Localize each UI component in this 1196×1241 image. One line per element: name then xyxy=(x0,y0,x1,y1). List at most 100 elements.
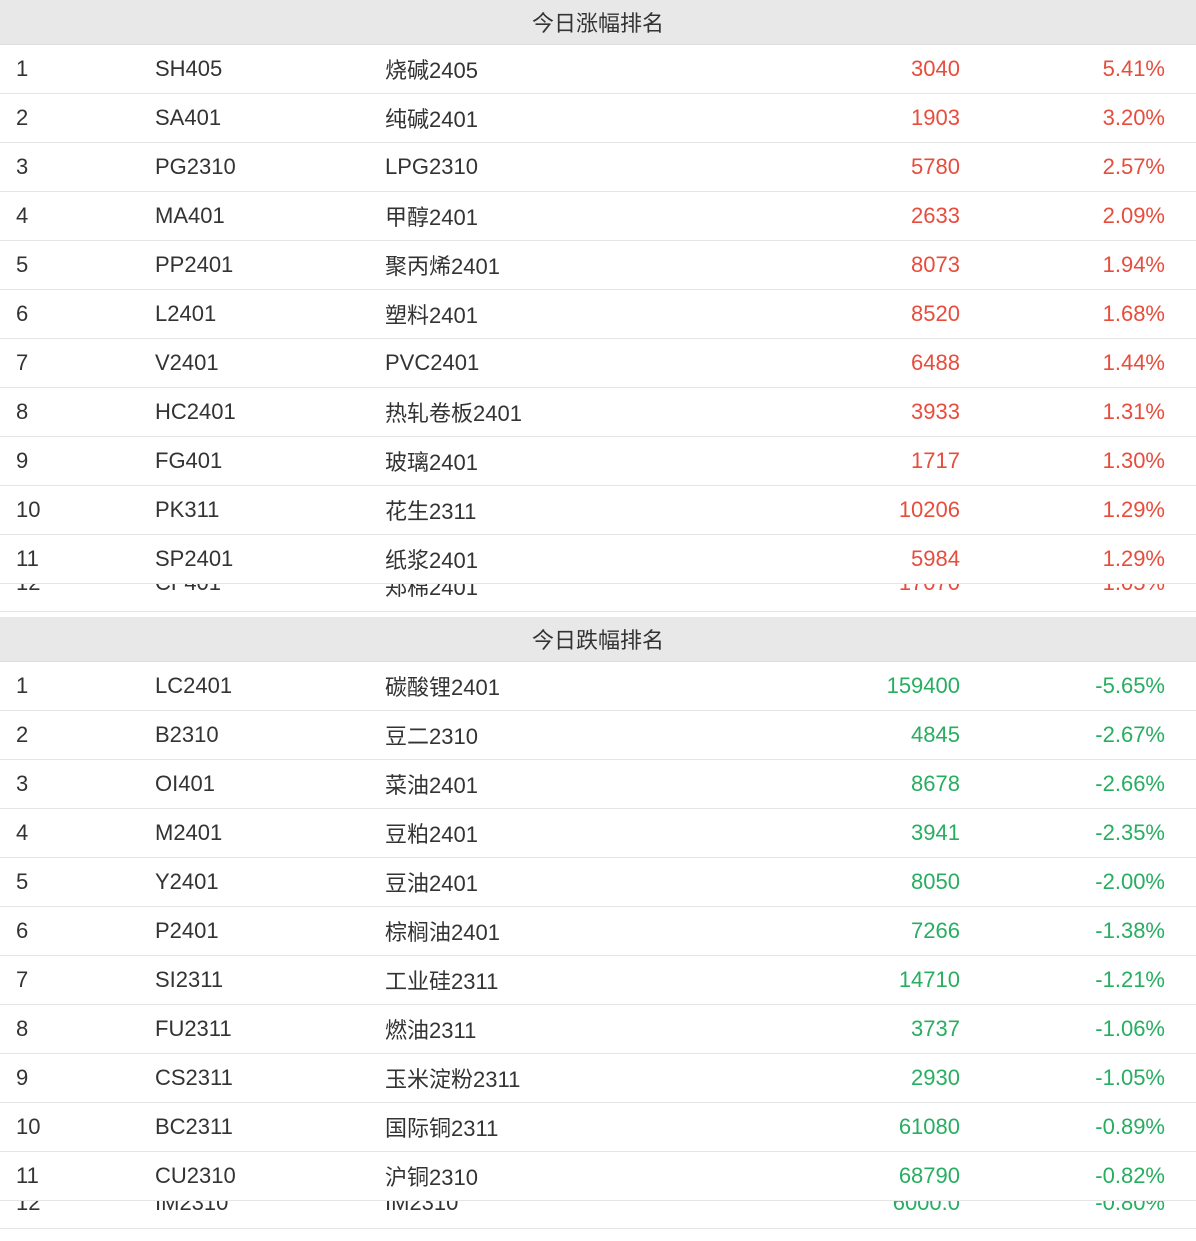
name-cell: 工业硅2311 xyxy=(385,964,750,996)
table-row[interactable]: 1SH405烧碱240530405.41% xyxy=(0,45,1196,94)
change-cell: 1.29% xyxy=(960,497,1185,523)
rank-cell: 6 xyxy=(0,301,155,327)
table-row[interactable]: 12CF401郑棉2401170701.05% xyxy=(0,584,1196,612)
price-cell: 8050 xyxy=(750,869,960,895)
name-cell: 玉米淀粉2311 xyxy=(385,1062,750,1094)
table-row[interactable]: 7V2401PVC240164881.44% xyxy=(0,339,1196,388)
price-cell: 5780 xyxy=(750,154,960,180)
change-cell: 1.94% xyxy=(960,252,1185,278)
price-cell: 1903 xyxy=(750,105,960,131)
table-row[interactable]: 12IM2310IM23106000.0-0.80% xyxy=(0,1201,1196,1229)
name-cell: 纸浆2401 xyxy=(385,543,750,575)
table-row[interactable]: 6P2401棕榈油24017266-1.38% xyxy=(0,907,1196,956)
rank-cell: 8 xyxy=(0,1016,155,1042)
code-cell: HC2401 xyxy=(155,399,385,425)
rank-cell: 12 xyxy=(0,584,155,602)
rank-cell: 3 xyxy=(0,154,155,180)
name-cell: 纯碱2401 xyxy=(385,102,750,134)
rank-cell: 4 xyxy=(0,820,155,846)
rank-cell: 3 xyxy=(0,771,155,797)
name-cell: PVC2401 xyxy=(385,350,750,376)
rank-cell: 5 xyxy=(0,869,155,895)
rank-cell: 10 xyxy=(0,497,155,523)
table-row[interactable]: 2B2310豆二23104845-2.67% xyxy=(0,711,1196,760)
code-cell: L2401 xyxy=(155,301,385,327)
name-cell: 豆油2401 xyxy=(385,866,750,898)
table-row[interactable]: 6L2401塑料240185201.68% xyxy=(0,290,1196,339)
table-row[interactable]: 4M2401豆粕24013941-2.35% xyxy=(0,809,1196,858)
price-cell: 68790 xyxy=(750,1163,960,1189)
table-row[interactable]: 3OI401菜油24018678-2.66% xyxy=(0,760,1196,809)
rank-cell: 2 xyxy=(0,105,155,131)
table-row[interactable]: 11CU2310沪铜231068790-0.82% xyxy=(0,1152,1196,1201)
table-row[interactable]: 9CS2311玉米淀粉23112930-1.05% xyxy=(0,1054,1196,1103)
code-cell: MA401 xyxy=(155,203,385,229)
rank-cell: 1 xyxy=(0,56,155,82)
change-cell: 2.09% xyxy=(960,203,1185,229)
table-row[interactable]: 11SP2401纸浆240159841.29% xyxy=(0,535,1196,584)
table-row[interactable]: 10BC2311国际铜231161080-0.89% xyxy=(0,1103,1196,1152)
code-cell: IM2310 xyxy=(155,1201,385,1216)
table-row[interactable]: 8FU2311燃油23113737-1.06% xyxy=(0,1005,1196,1054)
gainers-table: 1SH405烧碱240530405.41%2SA401纯碱240119033.2… xyxy=(0,45,1196,617)
change-cell: -5.65% xyxy=(960,673,1185,699)
price-cell: 14710 xyxy=(750,967,960,993)
price-cell: 10206 xyxy=(750,497,960,523)
table-row[interactable]: 2SA401纯碱240119033.20% xyxy=(0,94,1196,143)
price-cell: 3737 xyxy=(750,1016,960,1042)
table-row[interactable]: 5Y2401豆油24018050-2.00% xyxy=(0,858,1196,907)
rank-cell: 5 xyxy=(0,252,155,278)
code-cell: PP2401 xyxy=(155,252,385,278)
change-cell: -0.80% xyxy=(960,1201,1185,1216)
code-cell: PG2310 xyxy=(155,154,385,180)
change-cell: 1.29% xyxy=(960,546,1185,572)
rank-cell: 7 xyxy=(0,350,155,376)
table-row[interactable]: 3PG2310LPG231057802.57% xyxy=(0,143,1196,192)
change-cell: 1.31% xyxy=(960,399,1185,425)
name-cell: 棕榈油2401 xyxy=(385,915,750,947)
table-row[interactable]: 10PK311花生2311102061.29% xyxy=(0,486,1196,535)
gainers-section: 今日涨幅排名 1SH405烧碱240530405.41%2SA401纯碱2401… xyxy=(0,0,1196,617)
price-cell: 8073 xyxy=(750,252,960,278)
change-cell: 1.68% xyxy=(960,301,1185,327)
rank-cell: 9 xyxy=(0,448,155,474)
name-cell: 甲醇2401 xyxy=(385,200,750,232)
price-cell: 8520 xyxy=(750,301,960,327)
name-cell: 塑料2401 xyxy=(385,298,750,330)
losers-section: 今日跌幅排名 1LC2401碳酸锂2401159400-5.65%2B2310豆… xyxy=(0,617,1196,1241)
change-cell: 2.57% xyxy=(960,154,1185,180)
price-cell: 159400 xyxy=(750,673,960,699)
price-cell: 3941 xyxy=(750,820,960,846)
table-row[interactable]: 1LC2401碳酸锂2401159400-5.65% xyxy=(0,662,1196,711)
rank-cell: 2 xyxy=(0,722,155,748)
change-cell: -2.00% xyxy=(960,869,1185,895)
change-cell: -2.67% xyxy=(960,722,1185,748)
change-cell: 1.30% xyxy=(960,448,1185,474)
name-cell: LPG2310 xyxy=(385,154,750,180)
rank-cell: 7 xyxy=(0,967,155,993)
losers-header: 今日跌幅排名 xyxy=(0,617,1196,662)
name-cell: 豆粕2401 xyxy=(385,817,750,849)
table-row[interactable]: 4MA401甲醇240126332.09% xyxy=(0,192,1196,241)
table-row[interactable]: 9FG401玻璃240117171.30% xyxy=(0,437,1196,486)
table-row[interactable]: 8HC2401热轧卷板240139331.31% xyxy=(0,388,1196,437)
rank-cell: 6 xyxy=(0,918,155,944)
name-cell: 花生2311 xyxy=(385,494,750,526)
change-cell: 3.20% xyxy=(960,105,1185,131)
code-cell: SH405 xyxy=(155,56,385,82)
price-cell: 8678 xyxy=(750,771,960,797)
change-cell: -1.38% xyxy=(960,918,1185,944)
change-cell: 5.41% xyxy=(960,56,1185,82)
code-cell: FG401 xyxy=(155,448,385,474)
table-row[interactable]: 5PP2401聚丙烯240180731.94% xyxy=(0,241,1196,290)
code-cell: FU2311 xyxy=(155,1016,385,1042)
rank-cell: 10 xyxy=(0,1114,155,1140)
code-cell: SI2311 xyxy=(155,967,385,993)
code-cell: OI401 xyxy=(155,771,385,797)
table-row[interactable]: 7SI2311工业硅231114710-1.21% xyxy=(0,956,1196,1005)
change-cell: -2.66% xyxy=(960,771,1185,797)
name-cell: 热轧卷板2401 xyxy=(385,396,750,428)
rank-cell: 1 xyxy=(0,673,155,699)
rank-cell: 8 xyxy=(0,399,155,425)
name-cell: IM2310 xyxy=(385,1201,750,1216)
